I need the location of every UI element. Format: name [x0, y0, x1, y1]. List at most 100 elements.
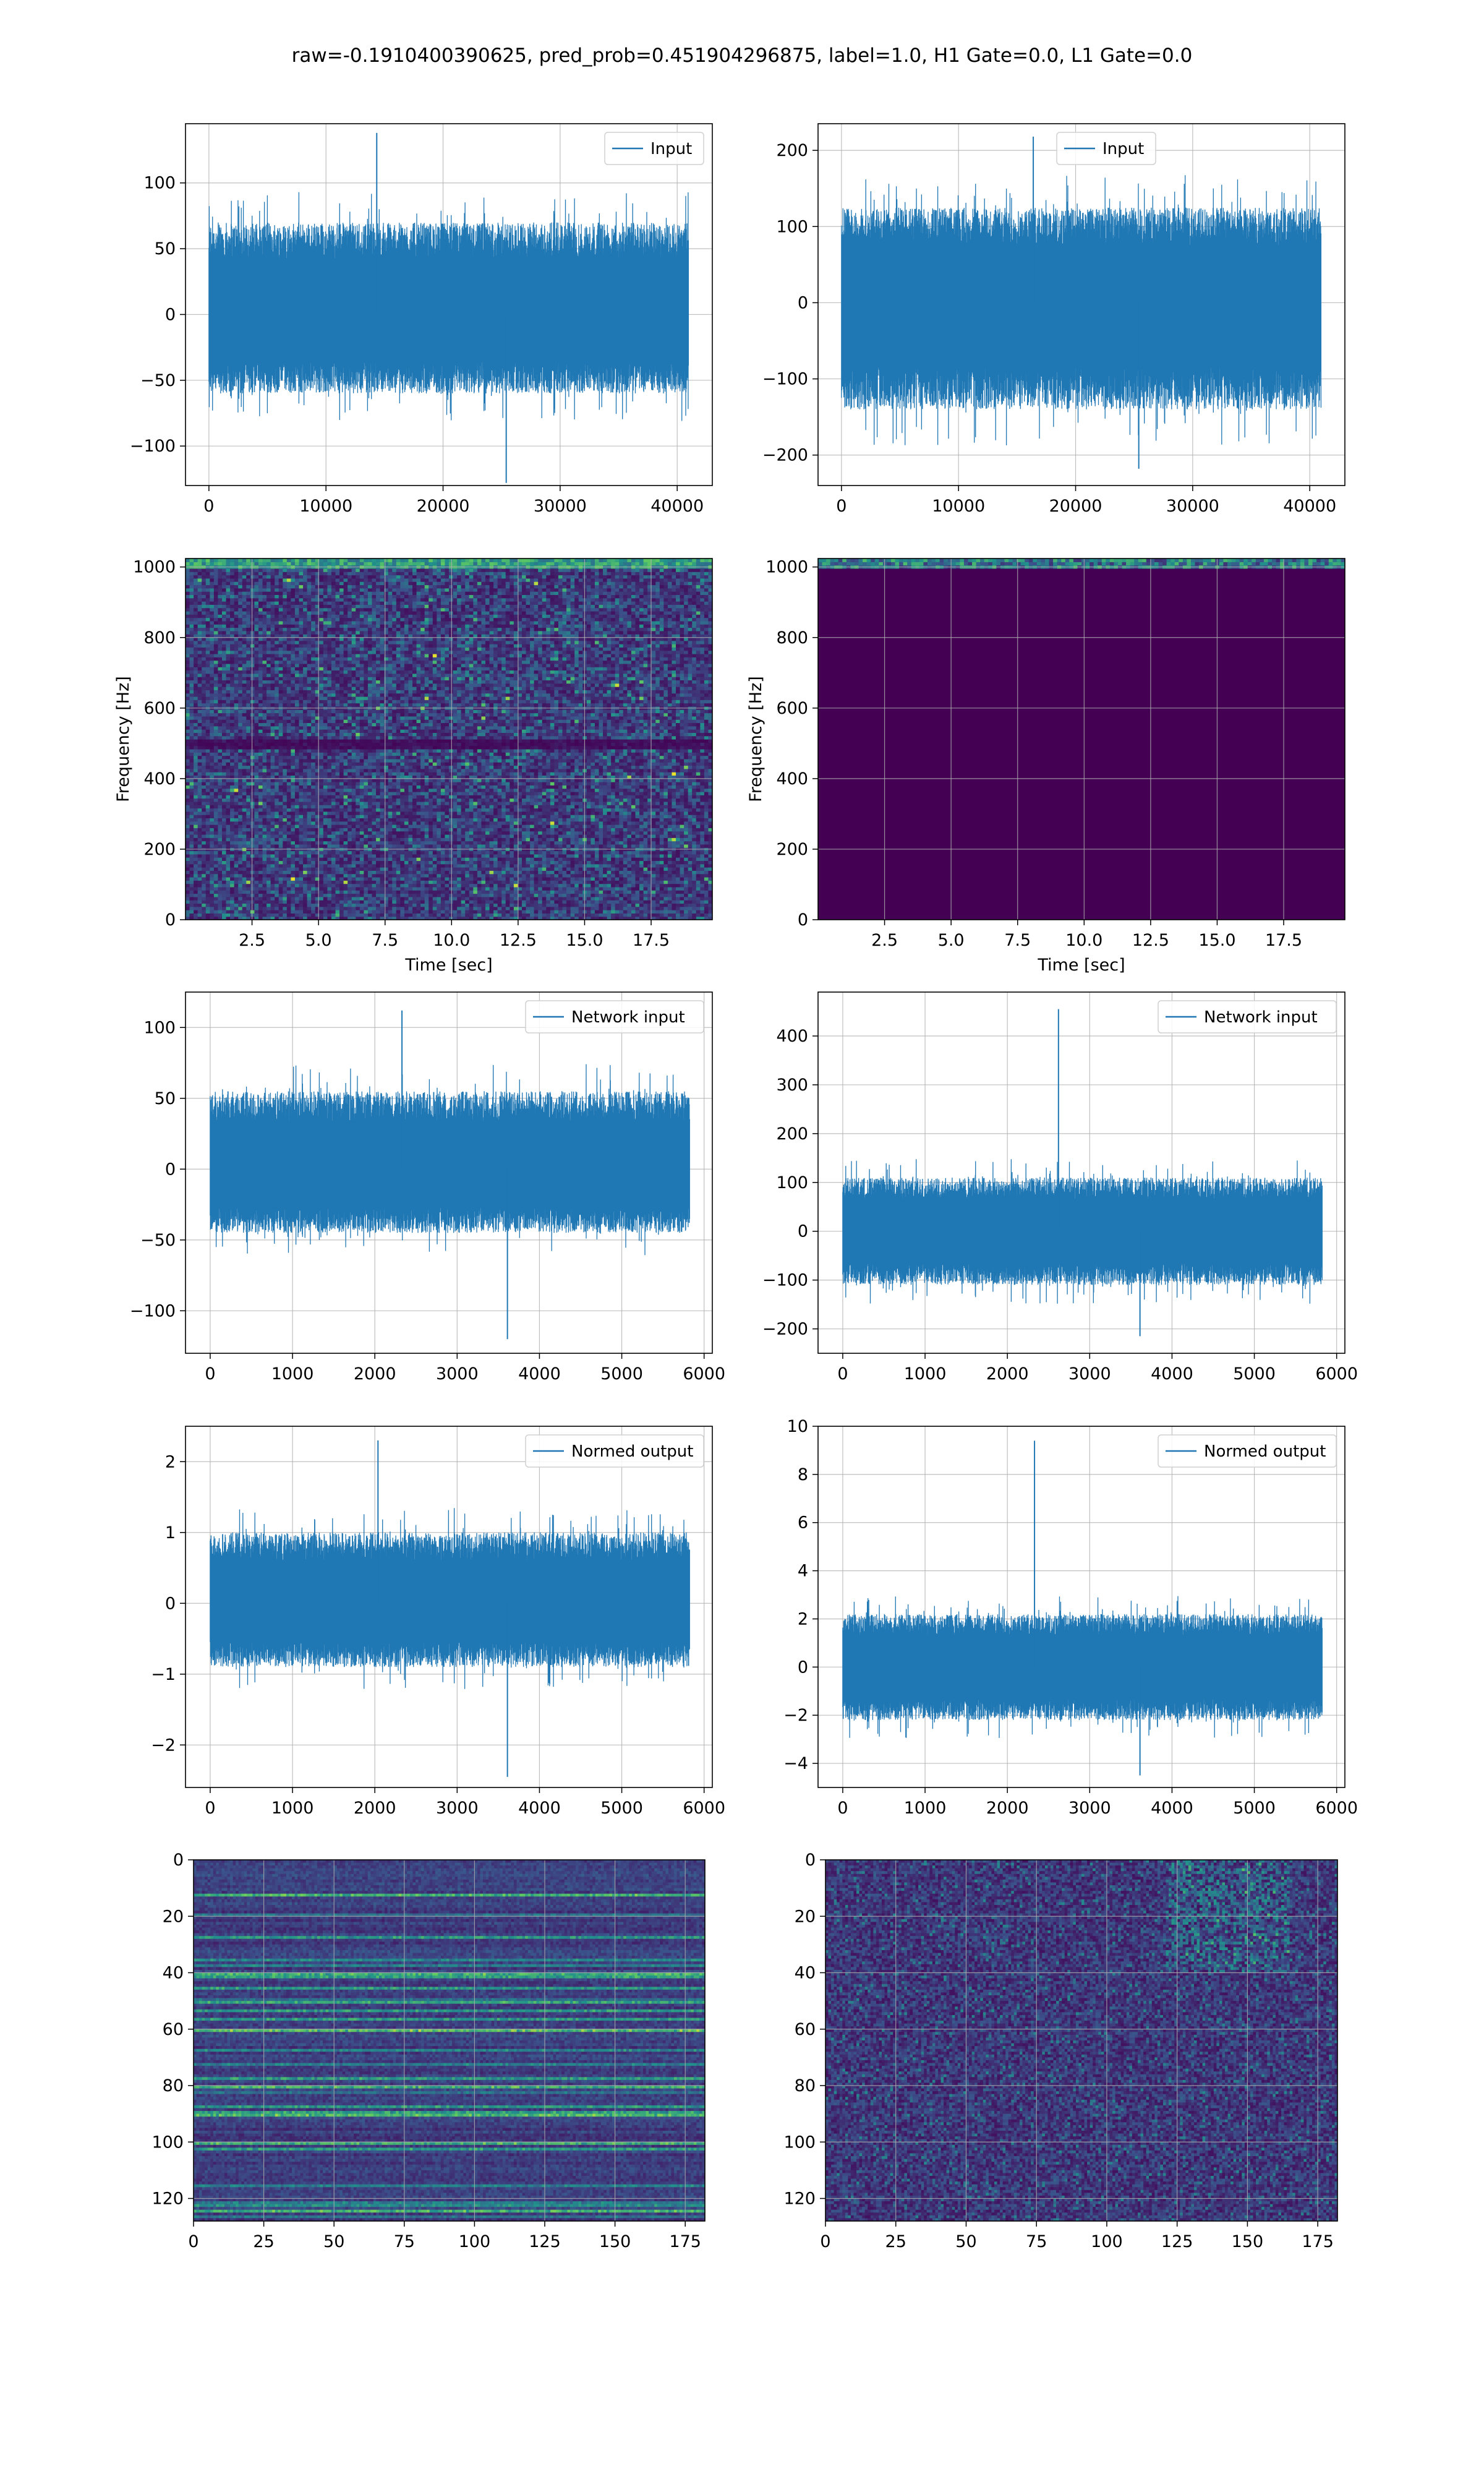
l1-input-ytick-label: −200 [762, 446, 808, 465]
l1-normed-output-xtick-label: 0 [837, 1799, 848, 1818]
l1-normed-output-xtick-label: 6000 [1315, 1799, 1358, 1818]
h1-normed-output-legend-label: Normed output [571, 1442, 693, 1461]
h1-network-input-xtick-label: 2000 [354, 1364, 396, 1384]
l1-normed-output-xtick-label: 4000 [1151, 1799, 1193, 1818]
l1-spectrogram-xtick-label: 7.5 [1004, 931, 1031, 950]
l1-normed-output-legend: Normed output [1158, 1435, 1336, 1467]
l1-normed-output-xtick-label: 3000 [1068, 1799, 1111, 1818]
l1-spectrogram-ytick-label: 200 [776, 840, 808, 859]
l1-spectrogram-xtick-label: 2.5 [871, 931, 898, 950]
l1-spectrogram-xtick-label: 10.0 [1065, 931, 1102, 950]
h1-image-heatmap [194, 1860, 706, 2222]
l1-network-input-legend: Network input [1158, 1001, 1336, 1033]
h1-image-xtick-label: 75 [394, 2232, 415, 2251]
h1-spectrogram-ytick-label: 400 [143, 769, 176, 789]
h1-image-xtick-label: 175 [669, 2232, 701, 2251]
h1-normed-output-ytick-label: 1 [165, 1523, 176, 1543]
h1-normed-output-xtick-label: 0 [205, 1799, 215, 1818]
l1-image-xtick-label: 125 [1161, 2232, 1193, 2251]
l1-network-input-xtick-label: 1000 [904, 1364, 947, 1384]
l1-spectrogram-background [818, 559, 1345, 920]
l1-spectrogram-ytick-label: 600 [776, 699, 808, 718]
h1-spectrogram-xtick-label: 5.0 [305, 931, 332, 950]
l1-image-heatmap [825, 1860, 1338, 2222]
h1-input-xtick-label: 10000 [299, 497, 352, 516]
h1-spectrogram-xtick-label: 12.5 [500, 931, 537, 950]
h1-network-input-ytick-label: −50 [140, 1231, 176, 1250]
l1-network-input-xtick-label: 3000 [1068, 1364, 1111, 1384]
h1-image-xtick-label: 25 [253, 2232, 274, 2251]
h1-image-ytick-label: 60 [163, 2020, 184, 2039]
h1-input-ytick-label: 100 [143, 174, 176, 193]
l1-network-input-ytick-label: 400 [776, 1027, 808, 1046]
h1-normed-output-ytick-label: 0 [165, 1594, 176, 1613]
h1-input-ytick-label: 50 [155, 239, 176, 259]
h1-network-input-ytick-label: 0 [165, 1160, 176, 1179]
l1-spectrogram-ylabel: Frequency [Hz] [746, 676, 765, 802]
l1-image-ytick-label: 0 [805, 1851, 816, 1870]
l1-image-ytick-label: 40 [795, 1964, 816, 1983]
h1-normed-output-xtick-label: 1000 [271, 1799, 314, 1818]
h1-normed-output-ytick-label: −2 [151, 1736, 176, 1755]
l1-normed-output-legend-label: Normed output [1204, 1442, 1326, 1461]
l1-image-xtick-label: 0 [820, 2232, 830, 2251]
l1-normed-output-ytick-label: 8 [798, 1465, 808, 1484]
l1-image-ytick-label: 60 [795, 2020, 816, 2039]
h1-network-input-legend: Network input [526, 1001, 704, 1033]
h1-input-ytick-label: −50 [140, 371, 176, 390]
l1-image-xtick-label: 175 [1302, 2232, 1334, 2251]
h1-input-xtick-label: 30000 [534, 497, 587, 516]
figure-title: raw=-0.1910400390625, pred_prob=0.451904… [292, 45, 1193, 67]
h1-network-input-ytick-label: 50 [155, 1089, 176, 1108]
h1-image-xtick-label: 125 [529, 2232, 561, 2251]
l1-input-ytick-label: 200 [776, 141, 808, 160]
l1-network-input-xtick-label: 5000 [1233, 1364, 1276, 1384]
h1-spectrogram-ytick-label: 200 [143, 840, 176, 859]
h1-spectrogram-xtick-label: 15.0 [566, 931, 603, 950]
l1-image-xtick-label: 75 [1026, 2232, 1047, 2251]
h1-image-ytick-label: 80 [163, 2076, 184, 2095]
h1-network-input-ytick-label: 100 [143, 1018, 176, 1037]
l1-network-input-ytick-label: −100 [762, 1271, 808, 1290]
l1-spectrogram-ytick-label: 400 [776, 769, 808, 789]
l1-spectrogram-xtick-label: 17.5 [1265, 931, 1302, 950]
l1-input-xtick-label: 20000 [1049, 497, 1102, 516]
l1-spectrogram-heatmap [818, 559, 1345, 920]
l1-spectrogram-xtick-label: 15.0 [1198, 931, 1235, 950]
l1-input-xtick-label: 30000 [1166, 497, 1219, 516]
l1-network-input-ytick-label: 200 [776, 1124, 808, 1144]
h1-network-input-xtick-label: 1000 [271, 1364, 314, 1384]
h1-image-ytick-label: 100 [151, 2133, 184, 2152]
l1-spectrogram-panel: 2.5 5.0 7.5 10.0 12.5 15.0 17.5020040060080010… [746, 558, 1345, 975]
l1-network-input-xtick-label: 6000 [1315, 1364, 1358, 1384]
l1-spectrogram-ytick-label: 1000 [765, 558, 808, 577]
l1-image-xtick-label: 25 [885, 2232, 906, 2251]
l1-spectrogram-ytick-label: 800 [776, 628, 808, 648]
h1-spectrogram-xtick-label: 7.5 [372, 931, 398, 950]
l1-input-xtick-label: 10000 [932, 497, 985, 516]
l1-network-input-ytick-label: 0 [798, 1222, 808, 1241]
l1-network-input-ytick-label: 100 [776, 1173, 808, 1192]
l1-network-input-xtick-label: 0 [837, 1364, 848, 1384]
h1-normed-output-ytick-label: 2 [165, 1452, 176, 1471]
h1-network-input-xtick-label: 0 [205, 1364, 215, 1384]
l1-normed-output-ytick-label: −2 [783, 1706, 808, 1725]
h1-network-input-xtick-label: 6000 [683, 1364, 725, 1384]
l1-normed-output-xtick-label: 2000 [986, 1799, 1029, 1818]
h1-spectrogram-xtick-label: 2.5 [239, 931, 265, 950]
l1-normed-output-xtick-label: 5000 [1233, 1799, 1276, 1818]
l1-network-input-legend-label: Network input [1204, 1008, 1318, 1027]
l1-spectrogram-xtick-label: 12.5 [1132, 931, 1169, 950]
l1-input-xtick-label: 40000 [1283, 497, 1336, 516]
h1-spectrogram-ytick-label: 1000 [133, 558, 176, 577]
l1-normed-output-ytick-label: 4 [798, 1562, 808, 1581]
l1-input-ytick-label: −100 [762, 370, 808, 389]
l1-spectrogram-ytick-label: 0 [798, 910, 808, 930]
